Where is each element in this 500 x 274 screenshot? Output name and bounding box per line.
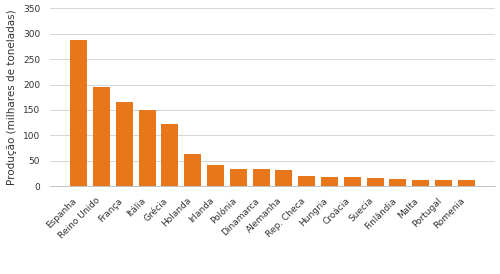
Bar bbox=[458, 180, 475, 186]
Bar bbox=[412, 180, 429, 186]
Bar bbox=[435, 180, 452, 186]
Bar bbox=[184, 154, 202, 186]
Bar bbox=[390, 179, 406, 186]
Bar bbox=[321, 177, 338, 186]
Bar bbox=[70, 40, 87, 186]
Bar bbox=[207, 165, 224, 186]
Bar bbox=[230, 169, 247, 186]
Bar bbox=[276, 170, 292, 186]
Bar bbox=[298, 176, 315, 186]
Y-axis label: Produção (milhares de toneladas): Produção (milhares de toneladas) bbox=[8, 10, 18, 185]
Bar bbox=[252, 169, 270, 186]
Bar bbox=[93, 87, 110, 186]
Bar bbox=[366, 178, 384, 186]
Bar bbox=[344, 177, 361, 186]
Bar bbox=[162, 124, 178, 186]
Bar bbox=[138, 110, 156, 186]
Bar bbox=[116, 102, 133, 186]
